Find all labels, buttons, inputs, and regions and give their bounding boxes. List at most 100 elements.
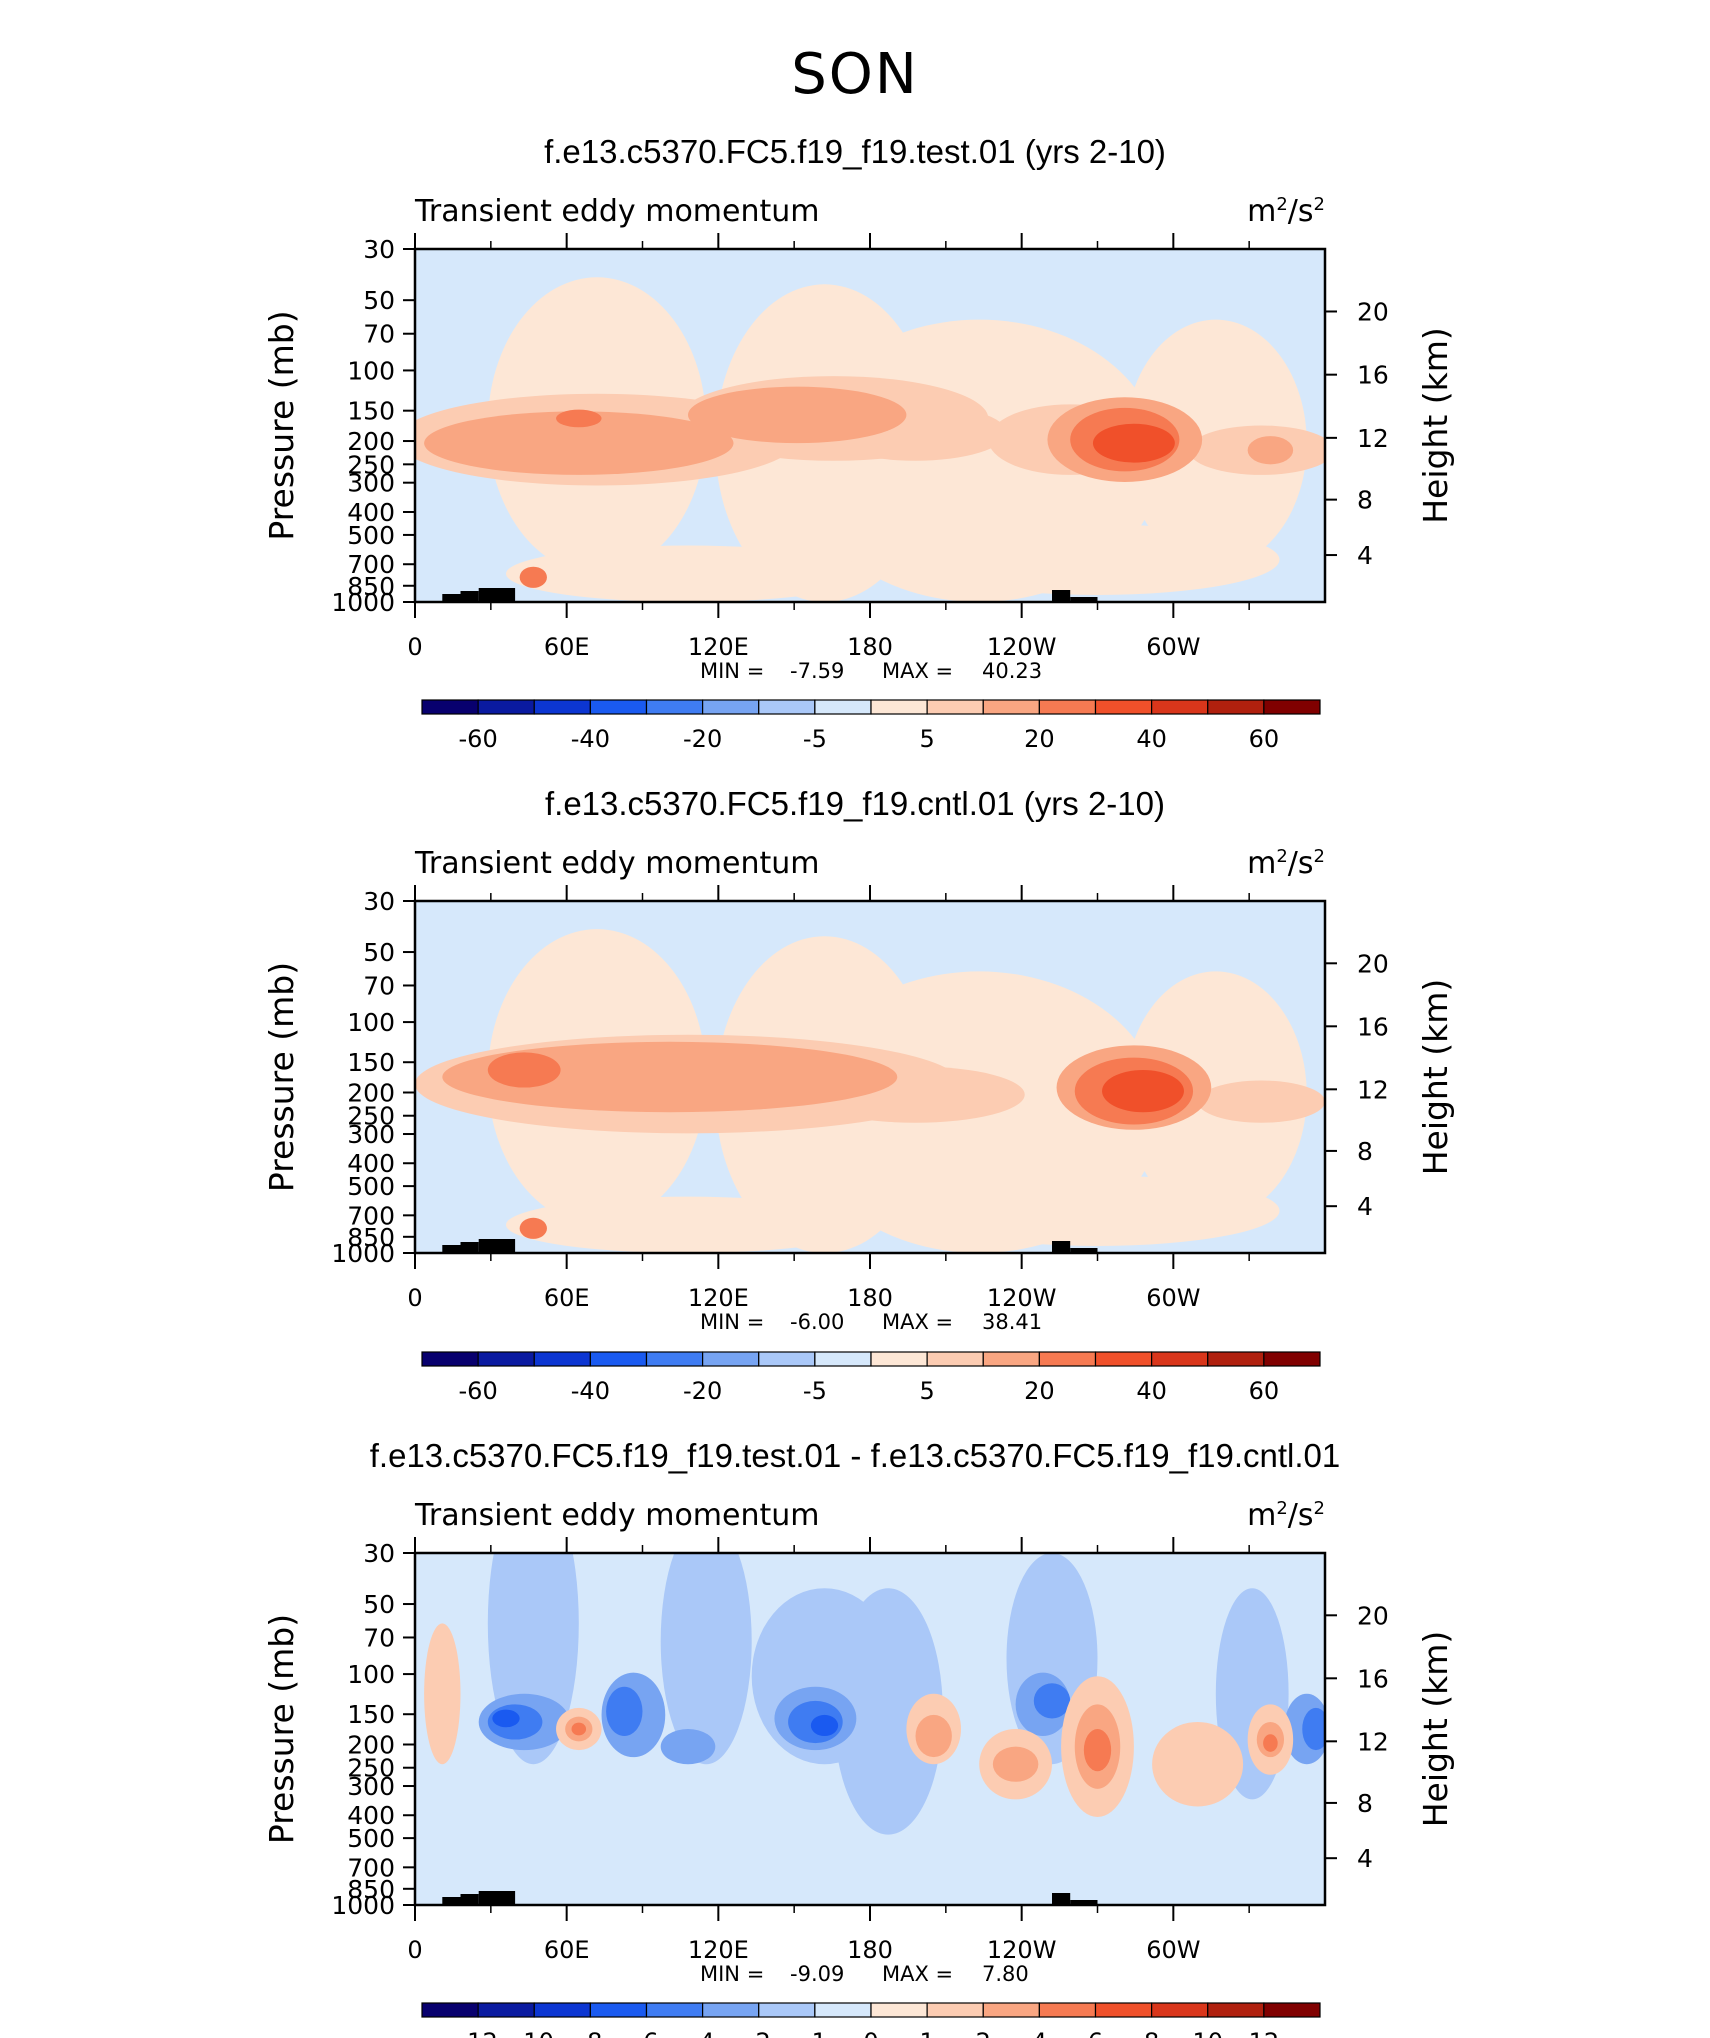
colorbar-box <box>1038 2002 1097 2018</box>
pressure-tick-label: 1000 <box>331 588 395 617</box>
colorbar-box <box>814 699 872 715</box>
contour-region <box>424 1623 461 1765</box>
min-label: MIN = <box>700 1962 764 1986</box>
left-string: Transient eddy momentum <box>414 194 820 229</box>
height-tick-label: 4 <box>1357 1844 1373 1873</box>
colorbar: -12-10-8-6-4-2-10124681012 <box>421 2002 1321 2038</box>
colorbar-label: -60 <box>459 725 498 753</box>
pressure-tick-label: 700 <box>347 550 395 579</box>
y-axis-label: Pressure (mb) <box>262 962 301 1192</box>
colorbar: -60 -40 -20 -5 5 20 40 60 <box>421 699 1321 753</box>
colorbar-box <box>645 2002 704 2018</box>
pressure-tick-label: 300 <box>347 1120 395 1149</box>
colorbar-box <box>1263 1351 1321 1367</box>
colorbar-box <box>1038 1351 1097 1367</box>
height-tick-label: 8 <box>1357 486 1373 515</box>
lon-tick-label: 120E <box>688 1936 749 1964</box>
colorbar-label: -2 <box>747 2028 771 2038</box>
colorbar-label: 4 <box>1032 2028 1047 2038</box>
pressure-tick-label: 700 <box>347 1853 395 1882</box>
colorbar-box <box>870 1351 928 1367</box>
colorbar: -60 -40 -20 -5 5 20 40 60 <box>421 1351 1321 1405</box>
contour-region <box>833 1588 943 1835</box>
pressure-tick-label: 50 <box>363 286 395 315</box>
pressure-tick-label: 200 <box>347 427 395 456</box>
contour-region <box>810 1714 839 1737</box>
contour-region <box>506 545 870 602</box>
colorbar-label: -6 <box>635 2028 659 2038</box>
pressure-tick-label: 150 <box>347 397 395 426</box>
height-tick-label: 4 <box>1357 1192 1373 1221</box>
contour-region <box>506 1196 870 1253</box>
pressure-tick-label: 850 <box>347 1223 395 1252</box>
colorbar-box <box>533 699 591 715</box>
colorbar-label: 20 <box>1024 725 1055 753</box>
colorbar-box <box>533 2002 591 2018</box>
colorbar-label: 2 <box>976 2028 991 2038</box>
colorbar-label: 60 <box>1249 1377 1280 1405</box>
colorbar-box <box>421 1351 479 1367</box>
colorbar-label: -5 <box>803 725 827 753</box>
lon-tick-label: 60W <box>1146 633 1200 661</box>
colorbar-box <box>1151 699 1209 715</box>
contour-region <box>915 1175 1280 1246</box>
pressure-tick-label: 500 <box>347 521 395 550</box>
topography <box>478 588 516 602</box>
height-tick-label: 8 <box>1357 1789 1373 1818</box>
height-tick-label: 12 <box>1357 424 1389 453</box>
colorbar-label: -10 <box>515 2028 554 2038</box>
colorbar-box <box>982 699 1040 715</box>
topography <box>442 594 461 602</box>
panel-1: 3050701001502002503004005007008501000201… <box>262 194 1455 753</box>
colorbar-box <box>1094 1351 1153 1367</box>
contour-region <box>1092 423 1175 463</box>
colorbar-box <box>1038 699 1097 715</box>
height-tick-label: 20 <box>1357 297 1389 326</box>
height-tick-label: 12 <box>1357 1075 1389 1104</box>
topography <box>460 1242 479 1253</box>
pressure-tick-label: 100 <box>347 1008 395 1037</box>
colorbar-label: 12 <box>1249 2028 1280 2038</box>
topography <box>478 1239 516 1253</box>
colorbar-box <box>814 1351 872 1367</box>
max-label: MAX = <box>882 1310 953 1334</box>
pressure-tick-label: 150 <box>347 1048 395 1077</box>
colorbar-box <box>533 1351 591 1367</box>
colorbar-box <box>982 2002 1040 2018</box>
panel-2: 3050701001502002503004005007008501000201… <box>262 846 1455 1405</box>
colorbar-label: -5 <box>803 1377 827 1405</box>
height-tick-label: 4 <box>1357 541 1373 570</box>
pressure-tick-label: 30 <box>363 235 395 264</box>
left-string: Transient eddy momentum <box>414 1498 820 1533</box>
height-tick-label: 12 <box>1357 1727 1389 1756</box>
y-axis-label: Pressure (mb) <box>262 310 301 540</box>
contour-region <box>1197 1080 1325 1123</box>
pressure-tick-label: 50 <box>363 1590 395 1619</box>
contour-region <box>519 566 547 588</box>
colorbar-label: 5 <box>919 725 934 753</box>
colorbar-label: 20 <box>1024 1377 1055 1405</box>
colorbar-box <box>421 699 479 715</box>
pressure-tick-label: 200 <box>347 1078 395 1107</box>
min-value: -7.59 <box>790 659 844 683</box>
lon-tick-label: 180 <box>847 1936 893 1964</box>
contour-field <box>424 1553 1325 1835</box>
max-label: MAX = <box>882 659 953 683</box>
colorbar-box <box>645 699 704 715</box>
colorbar-label: -1 <box>803 2028 827 2038</box>
topography <box>1052 1241 1071 1253</box>
colorbar-box <box>477 699 535 715</box>
colorbar-box <box>477 1351 535 1367</box>
colorbar-label: 0 <box>863 2028 878 2038</box>
pressure-tick-label: 400 <box>347 1801 395 1830</box>
colorbar-label: 1 <box>919 2028 934 2038</box>
contour-region <box>660 1553 752 1765</box>
left-string: Transient eddy momentum <box>414 846 820 881</box>
lon-tick-label: 0 <box>407 1936 422 1964</box>
colorbar-label: 40 <box>1136 1377 1167 1405</box>
pressure-tick-label: 30 <box>363 1539 395 1568</box>
contour-region <box>915 524 1280 595</box>
colorbar-label: 60 <box>1249 725 1280 753</box>
contour-region <box>915 1714 952 1758</box>
units-label: m2/s2 <box>1247 194 1325 229</box>
